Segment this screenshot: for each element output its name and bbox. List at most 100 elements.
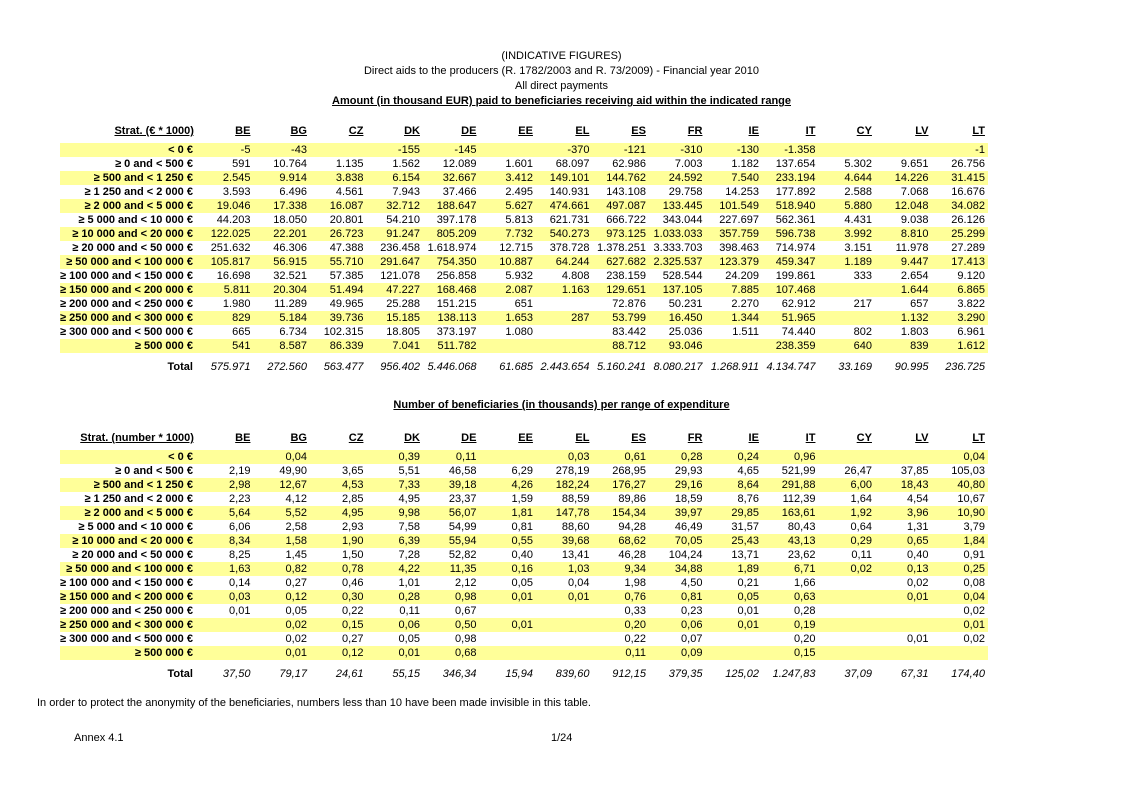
table-cell: 14.253	[725, 186, 759, 198]
table-cell: 3.412	[479, 171, 536, 185]
table-cell: 1,45	[285, 549, 307, 561]
header-row: Strat. (€ * 1000) BE BG CZ DK DE EE EL ES FR IE IT C…	[60, 123, 988, 139]
table-cell: 6.961	[957, 326, 985, 338]
table-cell: 541	[196, 339, 254, 353]
table-cell	[535, 646, 593, 660]
table-cell: 29,16	[648, 478, 706, 492]
table-cell: 12,67	[253, 478, 310, 492]
table-cell: 7,58	[398, 521, 420, 533]
document-header: (INDICATIVE FIGURES) Direct aids to the …	[0, 49, 1123, 109]
table-cell: 0,81	[648, 590, 706, 604]
table-cell: 25.036	[668, 326, 703, 338]
table-cell: 5.880	[818, 199, 875, 213]
table-cell: 829	[196, 311, 254, 325]
country-header: CZ	[348, 125, 364, 137]
table-cell: 6.496	[279, 186, 307, 198]
table-row: ≥ 500 and < 1 250 €2,98 12,67 4,53 7,33 39,1…	[60, 478, 988, 492]
table-cell: 34.082	[931, 199, 988, 213]
range-label: ≥ 2 000 and < 5 000 €	[60, 199, 197, 213]
table-row: ≥ 50 000 and < 100 000 €105.817 56.915 55.…	[60, 255, 988, 269]
table-cell: 0,68	[422, 646, 480, 660]
total-cell: 912,15	[612, 668, 646, 680]
table-cell	[705, 339, 762, 353]
table-cell: 143.108	[606, 186, 646, 198]
table-cell	[479, 604, 536, 618]
table-cell: 46,28	[618, 549, 646, 561]
table-cell: 8,64	[705, 478, 762, 492]
range-label: ≥ 100 000 and < 150 000 €	[60, 270, 193, 282]
range-label: ≥ 1 250 and < 2 000 €	[84, 186, 193, 198]
table-cell: 0,01	[253, 646, 310, 660]
range-label: ≥ 20 000 and < 50 000 €	[72, 242, 193, 254]
country-header: BE	[235, 125, 251, 137]
table-cell: 16.087	[309, 199, 367, 213]
table-cell: 3,65	[342, 465, 364, 477]
table-row: ≥ 20 000 and < 50 000 € 8,25 1,45 1,50 7,28 5…	[60, 548, 988, 562]
table-cell: 102.315	[323, 326, 364, 338]
table-cell: 163,61	[761, 506, 819, 520]
table-cell: 123.379	[705, 255, 762, 269]
table-cell: 88,60	[561, 521, 590, 533]
table-cell: 2,85	[342, 493, 364, 505]
table-row: ≥ 100 000 and < 150 000 € 16.698 32.521 57.…	[60, 269, 988, 283]
table-cell: 29.758	[668, 186, 703, 198]
table-cell: 217	[853, 298, 872, 310]
table-cell: 1,59	[511, 493, 533, 505]
table-cell: -130	[705, 143, 762, 157]
range-label: ≥ 0 and < 500 €	[115, 465, 193, 477]
table-cell: 32.712	[366, 199, 423, 213]
table-cell: 528.544	[662, 270, 703, 282]
table-cell	[479, 450, 536, 464]
table-cell	[535, 339, 593, 353]
country-header: EE	[518, 125, 533, 137]
range-label: < 0 €	[60, 143, 197, 157]
total-cell: 5.160.241	[597, 361, 646, 373]
table-row: ≥ 1 250 and < 2 000 € 3.593 6.496 4.561 7.94…	[60, 185, 988, 199]
table-cell: 596.738	[761, 227, 819, 241]
total-cell: 839,60	[555, 668, 590, 680]
table-cell: 1.612	[931, 339, 988, 353]
table-cell: 83.442	[612, 326, 646, 338]
table-cell: 89,86	[618, 493, 646, 505]
table-cell: 70,05	[648, 534, 706, 548]
table-row: ≥ 500 000 €541 8.587 86.339 7.041 511.782 88.…	[60, 339, 988, 353]
total-row: Total 37,50 79,17 24,61 55,15 346,34 15,94 839,…	[60, 666, 988, 682]
range-label: ≥ 10 000 and < 20 000 €	[60, 227, 197, 241]
table-cell: 0,20	[794, 633, 816, 645]
table-cell: 0,01	[535, 590, 593, 604]
table-cell: 39.736	[309, 311, 367, 325]
table-row: ≥ 5 000 and < 10 000 € 44.203 18.050 20.801…	[60, 213, 988, 227]
table-cell: 3.992	[818, 227, 875, 241]
table-cell: 101.549	[705, 199, 762, 213]
table-cell: 665	[232, 326, 251, 338]
table-cell: 32.521	[273, 270, 307, 282]
table-cell: 12.048	[874, 199, 932, 213]
total-cell: 272.560	[267, 361, 307, 373]
table-cell	[818, 143, 875, 157]
table-cell: 86.339	[309, 339, 367, 353]
table-cell: 0,40	[511, 549, 533, 561]
total-cell: 79,17	[279, 668, 307, 680]
table-cell	[535, 618, 593, 632]
table-row: ≥ 200 000 and < 250 000 € 1.980 11.289 49.9…	[60, 297, 988, 311]
header-line-regulation: Direct aids to the producers (R. 1782/20…	[363, 65, 759, 77]
table-cell: 1.644	[874, 283, 932, 297]
table-cell: 1,31	[907, 521, 929, 533]
table-cell: 4.431	[844, 214, 872, 226]
table-cell: 0,03	[196, 590, 254, 604]
table-cell: 20.801	[329, 214, 364, 226]
table-cell: 2.325.537	[648, 255, 706, 269]
table-row: ≥ 150 000 and < 200 000 €0,03 0,12 0,30 0,2…	[60, 590, 988, 604]
range-label: ≥ 2 000 and < 5 000 €	[60, 506, 197, 520]
total-cell: 956.402	[380, 361, 420, 373]
table-cell: 9.914	[253, 171, 310, 185]
table-cell: 0,05	[705, 590, 762, 604]
table-row: ≥ 2 000 and < 5 000 €5,64 5,52 4,95 9,98 56,…	[60, 506, 988, 520]
table-cell: 182,24	[535, 478, 593, 492]
table-cell: 88.712	[592, 339, 649, 353]
table-cell	[818, 450, 875, 464]
table-cell: 0,98	[422, 590, 480, 604]
table-cell: 0,01	[479, 590, 536, 604]
table-cell: 0,02	[818, 562, 875, 576]
table-cell: 0,15	[309, 618, 367, 632]
